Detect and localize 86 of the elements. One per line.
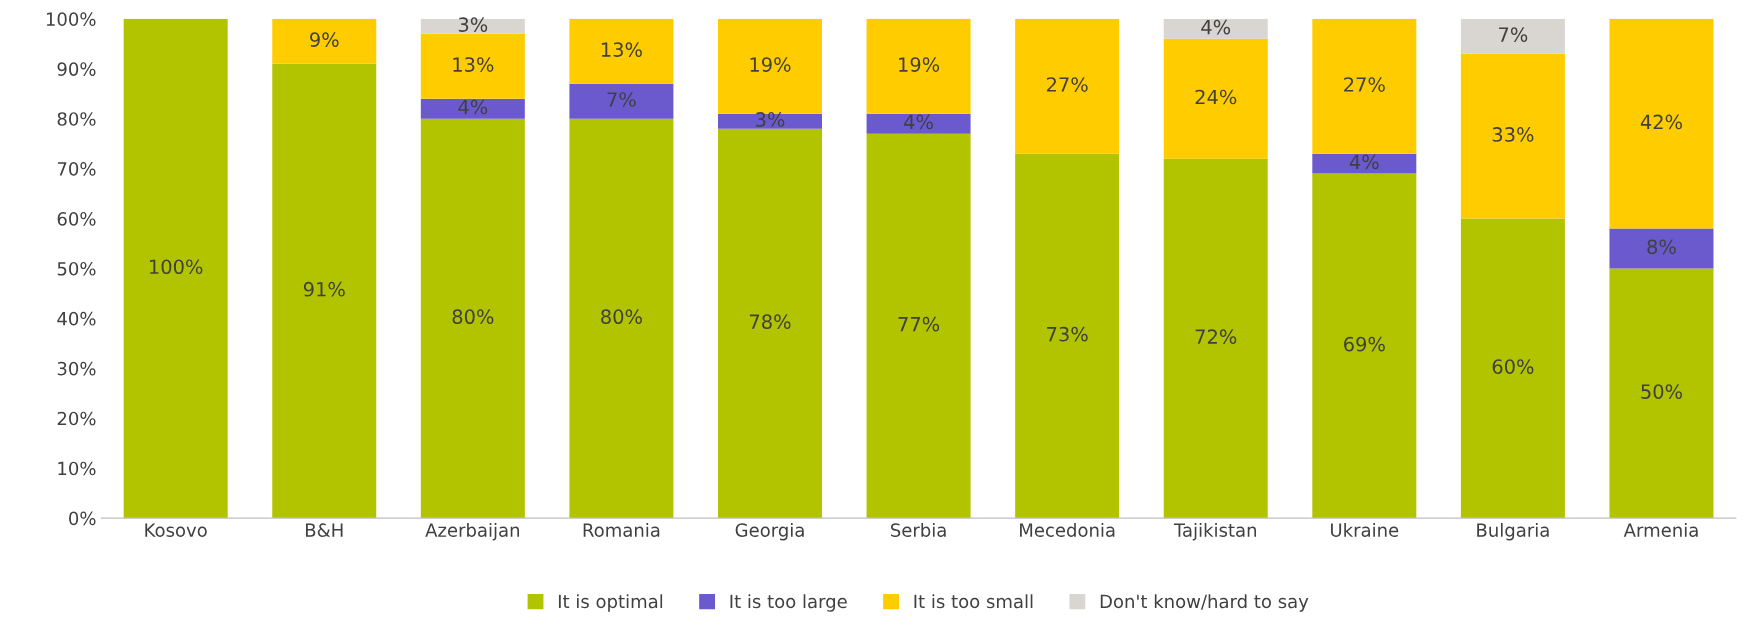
bar	[569, 18, 674, 84]
bar	[1163, 38, 1268, 159]
bar	[420, 118, 525, 519]
bar	[717, 18, 822, 114]
data-label: 77%	[898, 316, 940, 332]
data-label: 27%	[1046, 77, 1088, 92]
data-label: 80%	[452, 309, 494, 325]
data-label: 4%	[1201, 19, 1231, 35]
y-tick-label: 50%	[57, 261, 96, 276]
bar	[1312, 153, 1417, 174]
y-tick-label: 40%	[57, 311, 96, 326]
y-tick-label: 20%	[57, 411, 96, 426]
legend-label: It is optimal	[558, 594, 663, 612]
bar	[866, 113, 971, 134]
data-label: 7%	[1499, 27, 1528, 42]
data-label: 13%	[453, 57, 494, 72]
x-tick-label: Serbia	[891, 522, 946, 537]
data-label: 42%	[1640, 114, 1683, 130]
data-label: 8%	[1647, 239, 1676, 255]
data-label: 80%	[601, 309, 642, 325]
data-label: 100%	[150, 259, 203, 275]
bar	[1460, 53, 1565, 219]
x-tick-label: Georgia	[735, 522, 804, 541]
y-tick-label: 90%	[57, 62, 96, 76]
bar	[1015, 18, 1120, 154]
bar	[1460, 218, 1565, 519]
bar	[123, 18, 228, 519]
bar	[1163, 18, 1268, 39]
data-label: 91%	[303, 281, 345, 297]
bar	[272, 63, 377, 519]
y-tick-label: 80%	[57, 112, 96, 126]
data-label: 72%	[1195, 329, 1237, 345]
bar	[866, 133, 971, 519]
x-tick-label: B&H	[306, 523, 343, 537]
bar	[1460, 18, 1565, 54]
legend-label: It is too small	[914, 594, 1033, 609]
y-tick-label: 70%	[57, 162, 96, 176]
bar	[1312, 18, 1417, 154]
data-label: 4%	[904, 114, 933, 130]
legend-label: Don't know/hard to say	[1100, 594, 1309, 612]
data-label: 3%	[458, 17, 488, 32]
data-label: 50%	[1641, 384, 1683, 399]
data-label: 69%	[1344, 336, 1385, 352]
bar	[1609, 268, 1714, 519]
y-tick-label: 60%	[57, 212, 96, 226]
bar	[420, 18, 525, 34]
y-tick-label: 100%	[46, 12, 96, 26]
y-tick-label: 0%	[69, 511, 96, 526]
bar	[420, 33, 525, 99]
bar	[717, 113, 822, 129]
data-label: 4%	[458, 99, 488, 115]
data-label: 3%	[756, 112, 785, 127]
legend-label: It is too large	[730, 594, 847, 612]
bar	[866, 18, 971, 114]
bar	[420, 98, 525, 119]
data-label: 27%	[1344, 77, 1385, 92]
data-label: 24%	[1195, 89, 1237, 105]
bar	[717, 128, 822, 519]
data-label: 19%	[899, 57, 940, 72]
x-tick-label: Bulgaria	[1477, 522, 1549, 541]
bar	[1163, 158, 1268, 519]
data-label: 9%	[310, 32, 339, 47]
y-tick-label: 10%	[58, 461, 96, 476]
data-label: 78%	[749, 314, 791, 330]
data-label: 73%	[1047, 326, 1088, 342]
y-tick-label: 30%	[57, 361, 96, 376]
bar	[1015, 153, 1120, 519]
bar	[1609, 228, 1714, 269]
data-label: 13%	[601, 42, 642, 57]
bar	[1609, 18, 1714, 229]
x-tick-label: Armenia	[1623, 522, 1698, 537]
x-tick-label: Ukraine	[1331, 522, 1399, 537]
bar	[272, 18, 377, 64]
data-label: 4%	[1349, 154, 1379, 170]
x-tick-label: Mecedonia	[1020, 522, 1115, 537]
bar	[1312, 173, 1417, 519]
x-tick-label: Tajikistan	[1173, 522, 1257, 541]
data-label: 7%	[607, 92, 636, 107]
bar	[569, 83, 674, 119]
x-tick-label: Romania	[583, 522, 660, 537]
data-label: 60%	[1492, 359, 1534, 374]
bar	[569, 118, 674, 519]
data-label: 33%	[1492, 127, 1534, 142]
x-tick-label: Azerbaijan	[425, 522, 520, 541]
data-label: 19%	[750, 57, 791, 72]
x-tick-label: Kosovo	[145, 523, 207, 537]
